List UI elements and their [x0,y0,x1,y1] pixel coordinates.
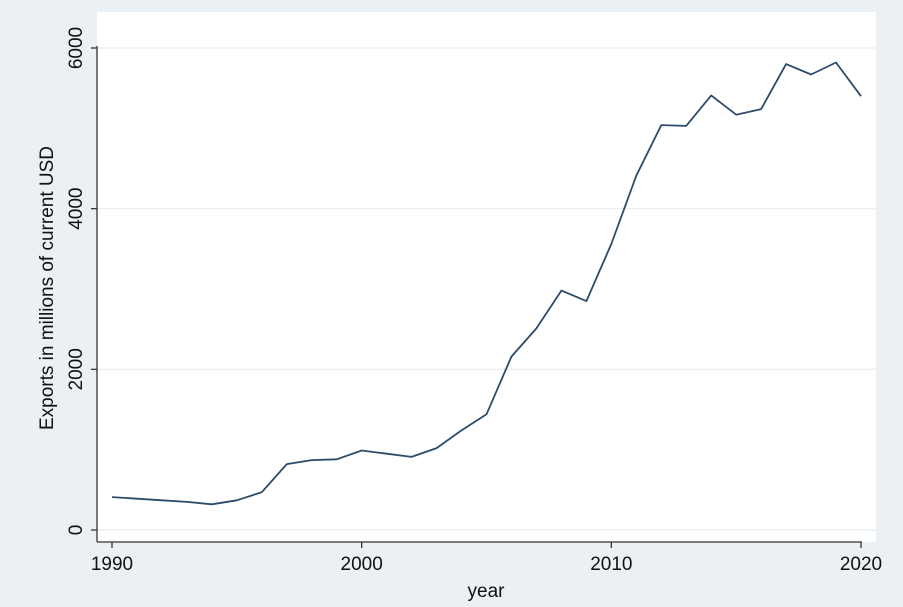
x-tick-label: 2000 [341,554,383,575]
y-tick-label: 4000 [66,188,87,230]
series-layer [111,61,862,506]
y-axis-title: Exports in millions of current USD [37,146,58,430]
plot-area [97,12,876,542]
y-tick-label: 6000 [66,27,87,69]
y-tick-label: 0 [66,525,87,536]
x-tick-label: 2020 [840,554,882,575]
grid-lines [97,47,876,531]
axes [91,46,862,548]
x-tick-label: 1990 [91,554,133,575]
labels: Exports in millions of current USD year … [37,27,882,602]
y-tick-label: 2000 [66,348,87,390]
x-tick-label: 2010 [590,554,632,575]
x-axis-title: year [468,581,506,602]
series-line-0 [111,61,862,506]
